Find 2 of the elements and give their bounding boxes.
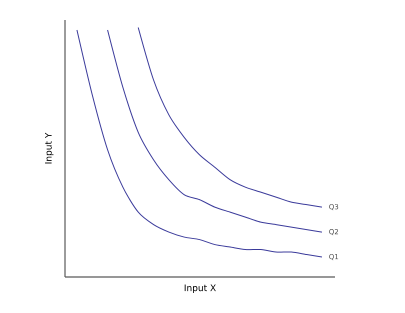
x-axis-title: Input X [184,284,216,293]
y-axis-title: Input Y [45,132,54,164]
